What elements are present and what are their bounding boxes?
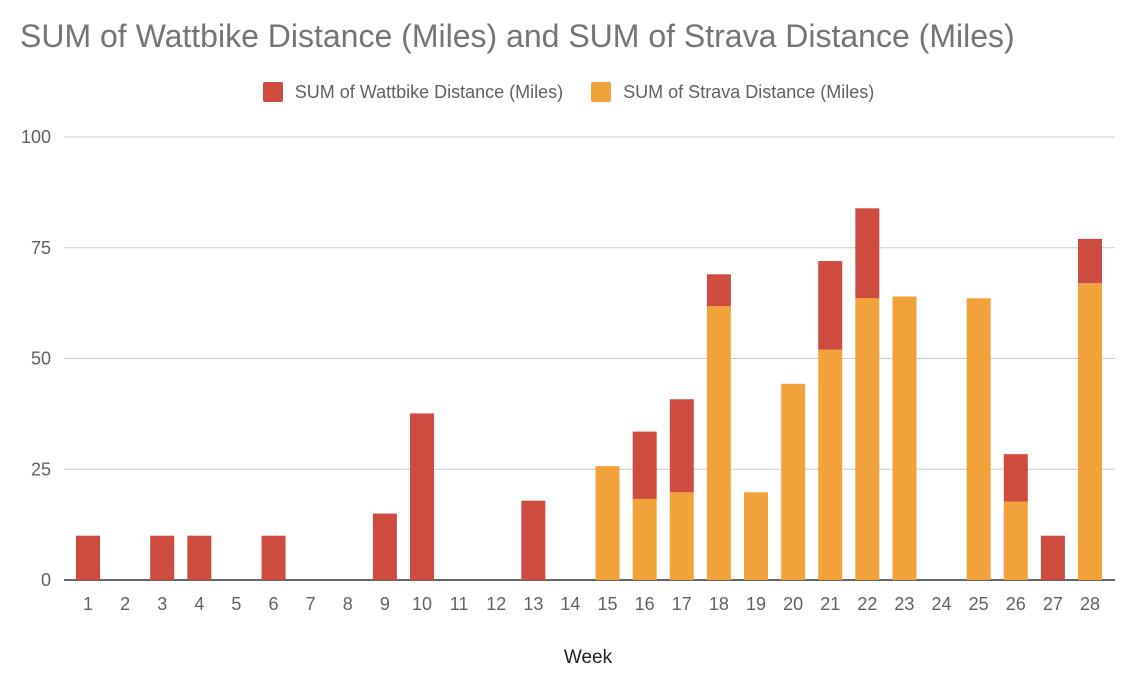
y-tick-label: 50 <box>31 349 51 369</box>
bar-strava-week-15[interactable] <box>595 466 620 580</box>
legend-item-strava[interactable]: SUM of Strava Distance (Miles) <box>591 82 874 103</box>
bar-wattbike-week-22[interactable] <box>855 208 880 299</box>
x-tick-label: 8 <box>343 594 353 614</box>
bar-wattbike-week-27[interactable] <box>1040 535 1065 580</box>
x-tick-label: 23 <box>894 594 914 614</box>
bar-strava-week-25[interactable] <box>966 298 991 580</box>
gridlines <box>64 136 1115 581</box>
x-tick-label: 14 <box>560 594 580 614</box>
bars <box>76 208 1102 580</box>
x-tick-label: 2 <box>120 594 130 614</box>
legend-label-strava: SUM of Strava Distance (Miles) <box>623 81 875 102</box>
bar-wattbike-week-9[interactable] <box>372 513 397 580</box>
x-tick-label: 18 <box>709 594 729 614</box>
bar-wattbike-week-17[interactable] <box>669 399 694 493</box>
x-tick-label: 4 <box>194 594 204 614</box>
bar-wattbike-week-3[interactable] <box>150 535 175 580</box>
bar-wattbike-week-28[interactable] <box>1078 238 1102 284</box>
bar-strava-week-19[interactable] <box>744 492 768 580</box>
bar-wattbike-week-10[interactable] <box>410 413 434 580</box>
bar-strava-week-20[interactable] <box>781 383 806 580</box>
bar-strava-week-23[interactable] <box>892 296 917 580</box>
x-tick-label: 16 <box>635 594 655 614</box>
bar-wattbike-week-13[interactable] <box>521 500 546 580</box>
y-tick-label: 0 <box>41 570 51 590</box>
x-tick-label: 19 <box>746 594 766 614</box>
x-tick-label: 3 <box>157 594 167 614</box>
x-tick-label: 13 <box>523 594 543 614</box>
bar-wattbike-week-21[interactable] <box>818 261 843 350</box>
chart-title: SUM of Wattbike Distance (Miles) and SUM… <box>20 18 1015 54</box>
x-tick-label: 15 <box>598 594 618 614</box>
y-tick-label: 100 <box>21 127 51 147</box>
y-tick-label: 25 <box>31 459 51 479</box>
bar-strava-week-18[interactable] <box>706 306 731 580</box>
legend-swatch-strava <box>591 82 612 102</box>
x-tick-label: 22 <box>857 594 877 614</box>
legend: SUM of Wattbike Distance (Miles) SUM of … <box>0 78 1137 106</box>
bar-strava-week-22[interactable] <box>855 298 880 580</box>
x-tick-label: 21 <box>820 594 840 614</box>
bar-wattbike-week-1[interactable] <box>76 535 100 580</box>
x-tick-label: 7 <box>306 594 316 614</box>
legend-item-wattbike[interactable]: SUM of Wattbike Distance (Miles) <box>262 81 564 103</box>
bar-strava-week-16[interactable] <box>632 498 657 580</box>
bar-wattbike-week-16[interactable] <box>632 431 657 499</box>
x-tick-label: 17 <box>672 594 692 614</box>
legend-label-wattbike: SUM of Wattbike Distance (Miles) <box>294 81 564 102</box>
x-tick-label: 11 <box>450 594 469 614</box>
bar-strava-week-21[interactable] <box>818 349 843 580</box>
x-tick-label: 28 <box>1080 594 1100 614</box>
x-tick-label: 25 <box>969 594 989 614</box>
x-tick-label: 24 <box>932 594 952 614</box>
y-axis-tick-labels: 0 25 50 75 100 <box>21 127 51 590</box>
x-tick-label: 6 <box>269 594 279 614</box>
y-tick-label: 75 <box>31 238 51 258</box>
bar-strava-week-26[interactable] <box>1003 501 1028 580</box>
x-tick-label: 12 <box>486 594 506 614</box>
bar-strava-week-28[interactable] <box>1078 283 1102 580</box>
x-axis-tick-labels: 1 2 3 4 5 6 7 8 9 10 11 12 13 14 15 16 17 18 19 20 21 22 23 24 2… <box>83 594 1100 614</box>
x-tick-label: 5 <box>231 594 241 614</box>
x-tick-label: 10 <box>412 594 432 614</box>
x-tick-label: 27 <box>1043 594 1063 614</box>
x-tick-label: 9 <box>380 594 390 614</box>
bar-wattbike-week-4[interactable] <box>187 535 212 580</box>
bar-strava-week-17[interactable] <box>669 492 694 580</box>
x-axis-title: Week <box>564 647 613 668</box>
x-tick-label: 20 <box>783 594 803 614</box>
bar-wattbike-week-26[interactable] <box>1003 454 1028 502</box>
x-tick-label: 1 <box>83 594 93 614</box>
bar-wattbike-week-6[interactable] <box>261 535 286 580</box>
x-tick-label: 26 <box>1006 594 1026 614</box>
bar-wattbike-week-18[interactable] <box>706 274 731 307</box>
legend-swatch-wattbike <box>262 82 283 102</box>
